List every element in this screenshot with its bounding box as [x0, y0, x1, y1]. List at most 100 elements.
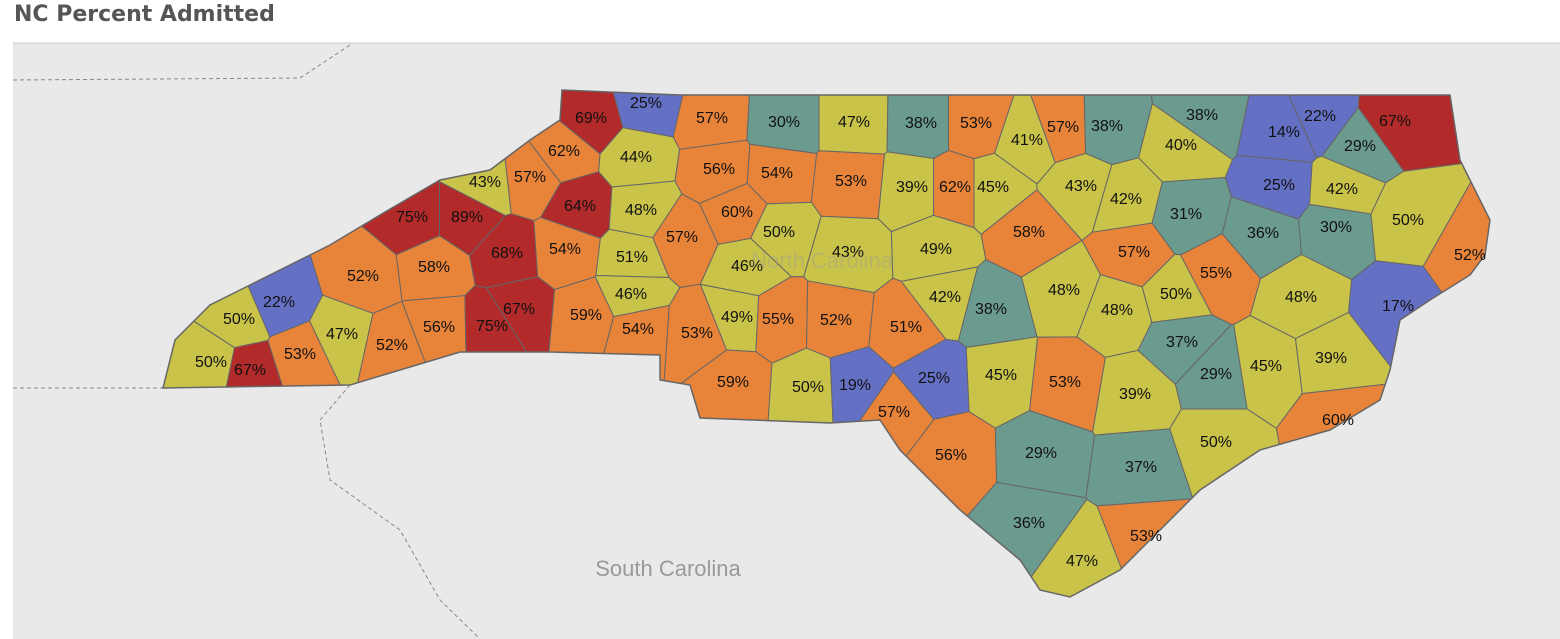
- value-label: 57%: [1047, 119, 1079, 136]
- value-label: 45%: [1250, 358, 1282, 375]
- value-label: 48%: [1285, 289, 1317, 306]
- value-label: 50%: [1200, 434, 1232, 451]
- value-label: 19%: [839, 377, 871, 394]
- value-label: 54%: [549, 241, 581, 258]
- value-label: 25%: [1263, 177, 1295, 194]
- value-label: 30%: [1320, 219, 1352, 236]
- value-label: 42%: [929, 289, 961, 306]
- value-label: 52%: [820, 312, 852, 329]
- value-label: 75%: [476, 318, 508, 335]
- value-label: 57%: [666, 229, 698, 246]
- value-label: 54%: [761, 165, 793, 182]
- value-label: 29%: [1025, 445, 1057, 462]
- value-label: 52%: [376, 337, 408, 354]
- value-label: 44%: [620, 149, 652, 166]
- value-label: 67%: [1379, 113, 1411, 130]
- value-label: 30%: [768, 114, 800, 131]
- value-label: 53%: [835, 173, 867, 190]
- value-label: 56%: [703, 161, 735, 178]
- value-label: 60%: [1322, 412, 1354, 429]
- value-label: 53%: [960, 115, 992, 132]
- value-label: 50%: [1392, 212, 1424, 229]
- value-label: 49%: [920, 241, 952, 258]
- value-label: 17%: [1382, 298, 1414, 315]
- value-label: 42%: [1110, 191, 1142, 208]
- value-label: 37%: [1166, 334, 1198, 351]
- value-label: 75%: [396, 209, 428, 226]
- value-label: 67%: [234, 362, 266, 379]
- value-label: 50%: [1160, 286, 1192, 303]
- value-label: 38%: [975, 301, 1007, 318]
- value-label: 39%: [1119, 386, 1151, 403]
- place-label: North Carolina: [751, 248, 894, 273]
- value-label: 39%: [1315, 350, 1347, 367]
- value-label: 50%: [223, 311, 255, 328]
- value-label: 38%: [905, 115, 937, 132]
- value-label: 58%: [418, 259, 450, 276]
- value-label: 37%: [1125, 459, 1157, 476]
- value-label: 31%: [1170, 206, 1202, 223]
- value-label: 55%: [762, 311, 794, 328]
- value-label: 57%: [514, 169, 546, 186]
- value-label: 48%: [1101, 302, 1133, 319]
- value-label: 51%: [616, 249, 648, 266]
- value-label: 40%: [1165, 137, 1197, 154]
- value-label: 51%: [890, 319, 922, 336]
- value-label: 53%: [681, 325, 713, 342]
- value-label: 69%: [575, 110, 607, 127]
- value-label: 39%: [896, 179, 928, 196]
- value-label: 41%: [1011, 132, 1043, 149]
- value-label: 62%: [939, 179, 971, 196]
- value-label: 25%: [630, 95, 662, 112]
- value-label: 50%: [792, 379, 824, 396]
- value-label: 38%: [1186, 107, 1218, 124]
- value-label: 53%: [1049, 374, 1081, 391]
- value-label: 59%: [570, 307, 602, 324]
- value-label: 45%: [977, 179, 1009, 196]
- value-label: 62%: [548, 143, 580, 160]
- value-label: 42%: [1326, 181, 1358, 198]
- value-label: 52%: [1454, 247, 1486, 264]
- value-label: 14%: [1268, 124, 1300, 141]
- value-label: 89%: [451, 209, 483, 226]
- place-label: South Carolina: [595, 556, 741, 581]
- value-label: 38%: [1091, 118, 1123, 135]
- value-label: 49%: [721, 309, 753, 326]
- value-label: 67%: [503, 301, 535, 318]
- value-label: 46%: [731, 258, 763, 275]
- value-label: 52%: [347, 268, 379, 285]
- value-label: 47%: [1066, 553, 1098, 570]
- value-label: 47%: [326, 326, 358, 343]
- value-label: 43%: [469, 174, 501, 191]
- value-label: 36%: [1013, 515, 1045, 532]
- value-label: 57%: [1118, 244, 1150, 261]
- value-label: 54%: [622, 321, 654, 338]
- value-label: 58%: [1013, 224, 1045, 241]
- title: NC Percent Admitted: [14, 2, 275, 27]
- value-label: 29%: [1344, 138, 1376, 155]
- value-label: 68%: [491, 245, 523, 262]
- value-label: 48%: [625, 202, 657, 219]
- value-label: 48%: [1048, 282, 1080, 299]
- value-label: 56%: [423, 319, 455, 336]
- value-label: 55%: [1200, 265, 1232, 282]
- state-border: [12, 44, 481, 639]
- value-label: 53%: [284, 346, 316, 363]
- value-label: 36%: [1247, 225, 1279, 242]
- value-label: 45%: [985, 367, 1017, 384]
- value-label: 47%: [838, 114, 870, 131]
- value-label: 22%: [263, 294, 295, 311]
- value-label: 43%: [832, 244, 864, 261]
- value-label: 43%: [1065, 178, 1097, 195]
- value-label: 57%: [878, 404, 910, 421]
- value-label: 59%: [717, 374, 749, 391]
- county: [985, 498, 1150, 597]
- value-label: 46%: [615, 286, 647, 303]
- value-label: 60%: [721, 204, 753, 221]
- value-label: 50%: [763, 224, 795, 241]
- value-label: 64%: [564, 198, 596, 215]
- value-label: 25%: [918, 370, 950, 387]
- value-label: 29%: [1200, 366, 1232, 383]
